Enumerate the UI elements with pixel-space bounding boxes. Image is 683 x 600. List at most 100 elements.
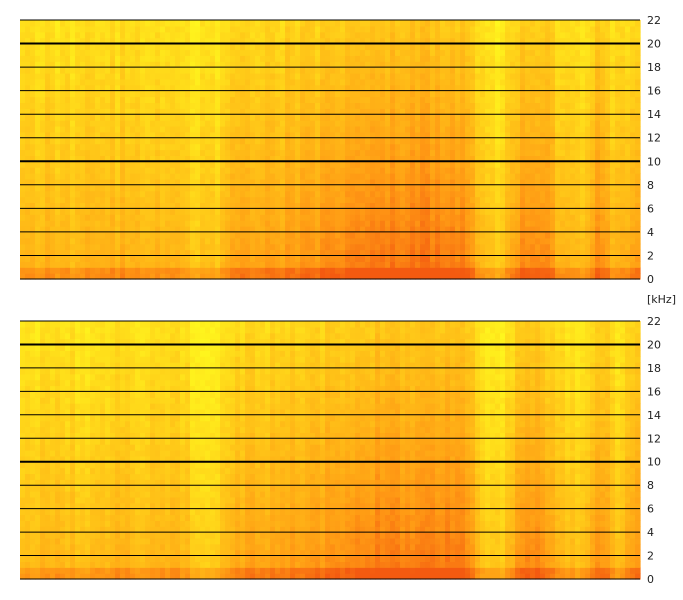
spectrogram-cell: [115, 114, 121, 121]
spectrogram-cell: [135, 267, 141, 274]
spectrogram-cell: [355, 237, 361, 245]
spectrogram-cell: [295, 61, 301, 68]
spectrogram-cell: [580, 208, 586, 215]
spectrogram-cell: [410, 114, 416, 121]
spectrogram-cell: [340, 249, 346, 257]
spectrogram-cell: [190, 237, 196, 245]
spectrogram-cell: [340, 155, 346, 162]
spectrogram-cell: [385, 114, 391, 121]
spectrogram-cell: [60, 120, 66, 127]
spectrogram-cell: [175, 131, 181, 139]
spectrogram-cell: [420, 178, 426, 186]
spectrogram-cell: [25, 261, 31, 268]
spectrogram-cell: [520, 267, 526, 274]
spectrogram-cell: [215, 214, 221, 221]
spectrogram-cell: [80, 20, 86, 27]
spectrogram-cell: [195, 84, 201, 92]
spectrogram-cell: [575, 49, 581, 56]
spectrogram-cell: [495, 143, 501, 151]
spectrogram-cell: [345, 167, 351, 174]
spectrogram-cell: [390, 149, 396, 156]
spectrogram-cell: [150, 231, 156, 239]
spectrogram-cell: [75, 131, 81, 139]
spectrogram-cell: [265, 72, 271, 80]
spectrogram-cell: [65, 226, 71, 233]
spectrogram-cell: [140, 167, 146, 174]
spectrogram-cell: [260, 167, 266, 174]
spectrogram-cell: [355, 190, 361, 198]
spectrogram-cell: [115, 125, 121, 133]
spectrogram-cell: [115, 108, 121, 115]
spectrogram-cell: [280, 96, 286, 104]
spectrogram-cell: [320, 184, 326, 192]
spectrogram-cell: [215, 196, 221, 204]
spectrogram-cell: [355, 120, 361, 127]
spectrogram-cell: [510, 131, 516, 139]
spectrogram-cell: [35, 178, 41, 186]
spectrogram-cell: [460, 25, 466, 33]
spectrogram-cell: [510, 20, 516, 27]
spectrogram-cell: [75, 161, 81, 168]
spectrogram-cell: [195, 190, 201, 198]
spectrogram-cell: [360, 178, 366, 186]
spectrogram-cell: [260, 231, 266, 239]
spectrogram-cell: [325, 120, 331, 127]
spectrogram-cell: [220, 67, 226, 74]
spectrogram-cell: [265, 125, 271, 133]
spectrogram-cell: [20, 255, 26, 262]
spectrogram-cell: [480, 78, 486, 86]
spectrogram-cell: [570, 220, 576, 227]
spectrogram-cell: [190, 208, 196, 215]
spectrogram-cell: [560, 31, 566, 39]
spectrogram-cell: [510, 49, 516, 56]
spectrogram-cell: [330, 173, 336, 180]
spectrogram-cell: [165, 243, 171, 251]
spectrogram-cell: [55, 220, 61, 227]
spectrogram-cell: [205, 137, 211, 145]
spectrogram-cell: [550, 178, 556, 186]
spectrogram-cell: [25, 20, 31, 27]
spectrogram-cell: [535, 20, 541, 27]
spectrogram-cell: [315, 96, 321, 104]
spectrogram-cell: [165, 114, 171, 121]
spectrogram-cell: [385, 84, 391, 92]
spectrogram-cell: [130, 226, 136, 233]
spectrogram-cell: [265, 114, 271, 121]
spectrogram-cell: [35, 55, 41, 62]
spectrogram-cell: [535, 190, 541, 198]
spectrogram-cell: [525, 226, 531, 233]
spectrogram-cell: [390, 184, 396, 192]
spectrogram-cell: [490, 202, 496, 209]
spectrogram-cell: [55, 114, 61, 121]
spectrogram-cell: [545, 149, 551, 156]
spectrogram-cell: [265, 61, 271, 68]
spectrogram-cell: [405, 208, 411, 215]
spectrogram-cell: [510, 37, 516, 45]
spectrogram-cell: [25, 249, 31, 257]
spectrogram-cell: [60, 149, 66, 156]
spectrogram-cell: [105, 149, 111, 156]
spectrogram-cell: [275, 243, 281, 251]
spectrogram-cell: [230, 261, 236, 268]
spectrogram-cell: [45, 67, 51, 74]
spectrogram-cell: [190, 190, 196, 198]
spectrogram-cell: [505, 25, 511, 33]
spectrogram-cell: [340, 196, 346, 204]
spectrogram-cell: [265, 226, 271, 233]
spectrogram-cell: [65, 78, 71, 86]
spectrogram-cell: [435, 261, 441, 268]
spectrogram-cell: [440, 78, 446, 86]
spectrogram-cell: [320, 25, 326, 33]
spectrogram-cell: [525, 114, 531, 121]
spectrogram-cell: [25, 255, 31, 262]
spectrogram-cell: [285, 114, 291, 121]
spectrogram-cell: [135, 37, 141, 45]
spectrogram-cell: [80, 72, 86, 80]
spectrogram-cell: [95, 72, 101, 80]
spectrogram-cell: [580, 184, 586, 192]
spectrogram-cell: [565, 55, 571, 62]
spectrogram-cell: [305, 267, 311, 274]
spectrogram-cell: [380, 237, 386, 245]
spectrogram-cell: [505, 120, 511, 127]
spectrogram-cell: [200, 184, 206, 192]
